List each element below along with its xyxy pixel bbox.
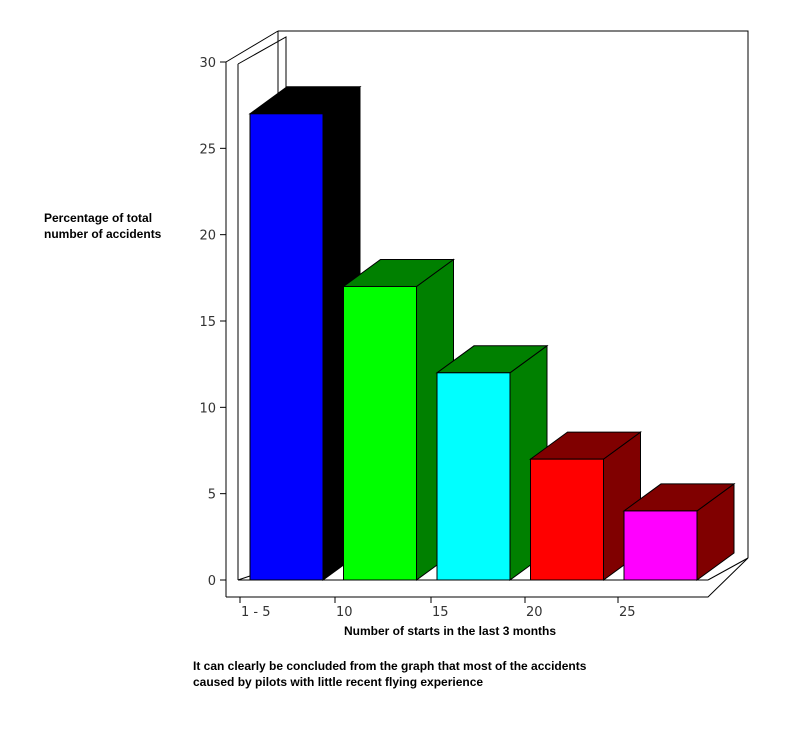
y-tick-label: 15	[199, 315, 216, 330]
bar-front	[436, 372, 511, 581]
chart-caption: It can clearly be concluded from the gra…	[193, 659, 587, 689]
x-axis-label: Number of starts in the last 3 months	[344, 624, 557, 638]
y-axis-ticks: 0 5 10 15 20 25 30	[199, 56, 226, 589]
bar	[528, 431, 643, 581]
x-axis-ticks: 1 - 5 10 15 20 25	[239, 597, 636, 620]
x-tick-label: 25	[619, 605, 636, 620]
bar-front	[530, 458, 604, 581]
y-tick-label: 0	[208, 574, 216, 589]
y-tick-label: 25	[199, 142, 216, 157]
y-tick-label: 20	[199, 229, 216, 244]
back-wall-edge	[278, 30, 749, 558]
x-tick-label: 1 - 5	[241, 605, 271, 620]
y-tick-label: 10	[199, 401, 216, 416]
bar-front	[249, 113, 324, 581]
bars	[248, 85, 736, 581]
x-tick-label: 10	[336, 605, 353, 620]
y-tick-label: 5	[208, 488, 216, 503]
x-tick-label: 20	[526, 605, 543, 620]
bar-front	[623, 510, 698, 581]
y-axis-label: Percentage of total number of accidents	[44, 211, 162, 241]
bar-front	[343, 285, 417, 581]
floor-right-edge	[707, 557, 749, 581]
bar	[622, 482, 736, 581]
y-tick-label: 30	[199, 56, 216, 71]
x-tick-label: 15	[432, 605, 449, 620]
left-wall-top-edge	[225, 30, 279, 63]
floor-front-edge	[226, 557, 749, 598]
